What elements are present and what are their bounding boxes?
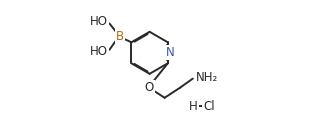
Text: B: B <box>115 30 124 42</box>
Text: H: H <box>189 100 198 113</box>
Text: HO: HO <box>90 15 108 28</box>
Text: O: O <box>144 81 154 94</box>
Text: HO: HO <box>90 45 108 58</box>
Text: N: N <box>166 46 175 59</box>
Text: Cl: Cl <box>203 100 215 113</box>
Text: NH₂: NH₂ <box>196 71 218 84</box>
